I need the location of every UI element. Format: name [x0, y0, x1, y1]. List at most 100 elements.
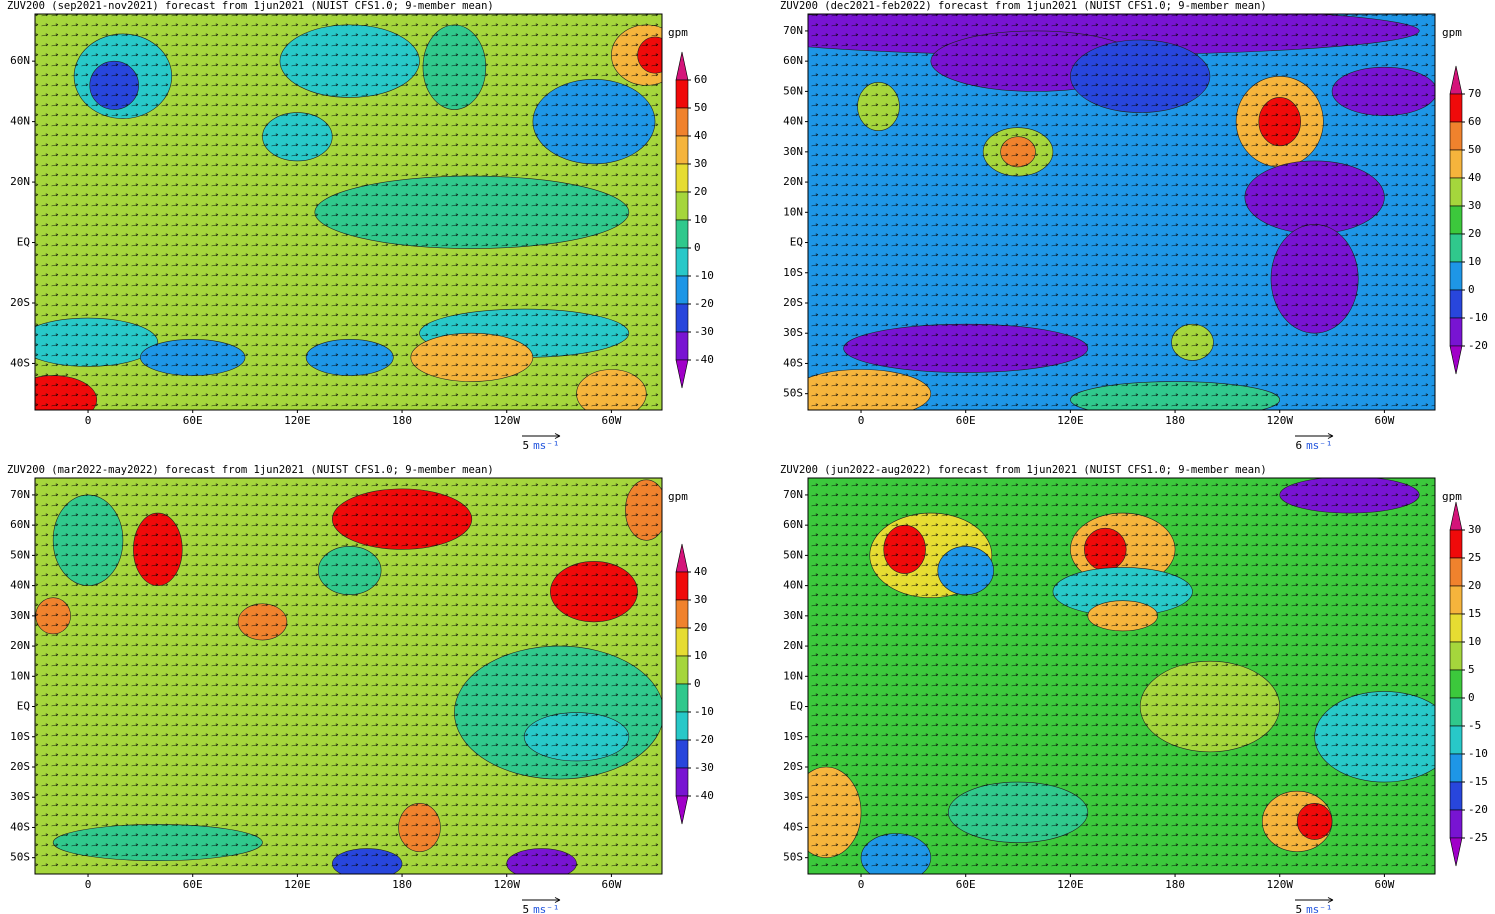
colorbar-label: -5: [1468, 719, 1481, 732]
colorbar-label: -30: [694, 761, 714, 774]
lat-label: EQ: [790, 700, 803, 713]
lat-label: 40N: [10, 579, 30, 592]
colorbar-box: [1449, 205, 1463, 235]
reference-arrow: [522, 433, 561, 439]
colorbar-label: 10: [1468, 255, 1481, 268]
wind-vectors: [35, 14, 662, 410]
colorbar-label: -40: [694, 789, 714, 802]
colorbar-bottom: [675, 795, 689, 825]
lat-label: EQ: [17, 700, 30, 713]
colorbar-label: 20: [1468, 227, 1481, 240]
colorbar-box: [1449, 233, 1463, 263]
colorbar-label: 0: [1468, 283, 1475, 296]
lat-label: 70N: [783, 488, 803, 501]
map-panel: ZUV200 (sep2021-nov2021) forecast from 1…: [7, 0, 714, 452]
lon-label: 120E: [1057, 414, 1084, 427]
unit-label: gpm: [668, 26, 688, 39]
lat-label: 30N: [783, 145, 803, 158]
colorbar-label: 30: [1468, 523, 1481, 536]
lon-label: 120E: [1057, 878, 1084, 891]
colorbar-bottom: [1449, 837, 1463, 867]
lat-label: 30S: [10, 790, 30, 803]
colorbar-label: -30: [694, 325, 714, 338]
lat-label: 60N: [10, 518, 30, 531]
colorbar-box: [675, 79, 689, 109]
reference-unit: ms⁻¹: [1306, 903, 1333, 914]
lat-label: 20N: [10, 639, 30, 652]
colorbar-label: 60: [694, 73, 707, 86]
field: [808, 14, 1435, 410]
panel-title: ZUV200 (sep2021-nov2021) forecast from 1…: [7, 0, 494, 12]
colorbar-box: [675, 571, 689, 601]
lat-label: 20S: [783, 296, 803, 309]
lat-label: 40S: [10, 820, 30, 833]
lon-label: 180: [392, 414, 412, 427]
reference-value: 6: [1295, 439, 1302, 452]
reference-value: 5: [1295, 903, 1302, 914]
lat-label: 40S: [10, 356, 30, 369]
colorbar-label: 20: [1468, 579, 1481, 592]
lat-label: 20S: [10, 296, 30, 309]
colorbar-label: -25: [1468, 831, 1488, 844]
lat-label: 50N: [10, 548, 30, 561]
colorbar-box: [675, 739, 689, 769]
colorbar-top: [1449, 65, 1463, 95]
colorbar-label: 20: [694, 185, 707, 198]
field: [808, 478, 1435, 874]
lat-label: 10N: [783, 205, 803, 218]
lat-label: 30S: [783, 326, 803, 339]
colorbar-box: [1449, 289, 1463, 319]
colorbar-label: 70: [1468, 87, 1481, 100]
colorbar-box: [675, 331, 689, 361]
colorbar-box: [1449, 149, 1463, 179]
colorbar-box: [1449, 557, 1463, 587]
lon-label: 60W: [1374, 414, 1394, 427]
colorbar-label: -10: [694, 705, 714, 718]
colorbar-box: [675, 219, 689, 249]
lon-label: 60E: [183, 414, 203, 427]
lat-label: 50S: [783, 387, 803, 400]
colorbar-box: [675, 247, 689, 277]
lon-label: 60W: [1374, 878, 1394, 891]
reference-arrow: [1295, 433, 1334, 439]
lat-label: EQ: [17, 236, 30, 249]
panel-title: ZUV200 (mar2022-may2022) forecast from 1…: [7, 464, 494, 476]
lat-label: 60N: [783, 54, 803, 67]
colorbar-label: -20: [1468, 339, 1488, 352]
colorbar-box: [675, 767, 689, 797]
wind-vectors: [35, 478, 662, 874]
lat-label: 40N: [783, 115, 803, 128]
lon-label: 120E: [284, 414, 311, 427]
colorbar-box: [1449, 753, 1463, 783]
lon-label: 180: [392, 878, 412, 891]
colorbar-box: [675, 303, 689, 333]
lat-label: 40N: [10, 115, 30, 128]
colorbar-label: 50: [694, 101, 707, 114]
colorbar-box: [1449, 725, 1463, 755]
lon-label: 120W: [1266, 414, 1293, 427]
colorbar-label: -10: [694, 269, 714, 282]
lat-label: 40S: [783, 356, 803, 369]
lat-label: 40S: [783, 820, 803, 833]
colorbar-box: [675, 275, 689, 305]
colorbar-label: 20: [694, 621, 707, 634]
colorbar-box: [675, 655, 689, 685]
colorbar-label: -20: [1468, 803, 1488, 816]
lat-label: 20S: [783, 760, 803, 773]
lat-label: 20N: [783, 175, 803, 188]
field: [35, 478, 662, 874]
colorbar-box: [1449, 669, 1463, 699]
lon-label: 60E: [956, 878, 976, 891]
lat-label: 30N: [783, 609, 803, 622]
colorbar-box: [1449, 809, 1463, 839]
colorbar-box: [675, 627, 689, 657]
lon-label: 0: [858, 414, 865, 427]
colorbar-box: [1449, 529, 1463, 559]
colorbar-box: [675, 135, 689, 165]
colorbar-box: [675, 191, 689, 221]
lat-label: 30S: [783, 790, 803, 803]
reference-value: 5: [522, 439, 529, 452]
unit-label: gpm: [1442, 26, 1462, 39]
colorbar-box: [675, 711, 689, 741]
lat-label: 50N: [783, 84, 803, 97]
